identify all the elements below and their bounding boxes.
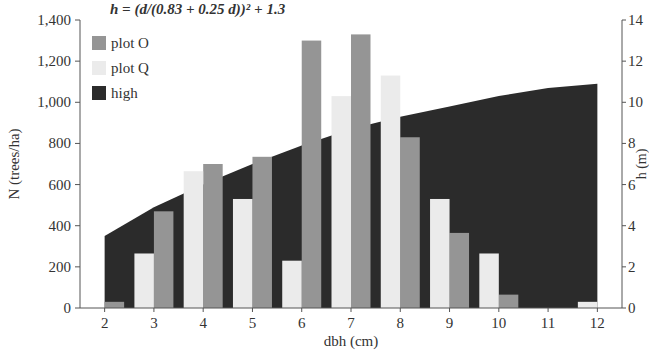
y2-tick <box>622 61 626 62</box>
x-tick <box>597 308 598 312</box>
y2-tick-label: 0 <box>628 300 636 316</box>
y-tick <box>75 61 80 62</box>
x-tick <box>104 308 105 312</box>
y2-tick <box>622 20 626 21</box>
bar <box>134 253 154 308</box>
y-tick <box>75 143 80 144</box>
bar <box>302 41 322 308</box>
bar <box>332 96 352 308</box>
y2-tick <box>622 266 626 267</box>
y-tick-label: 400 <box>49 218 72 234</box>
x-tick <box>400 308 401 312</box>
y-tick <box>75 184 80 185</box>
x-tick <box>153 308 154 312</box>
x-tick-label: 11 <box>541 315 555 331</box>
y-tick-label: 1,000 <box>37 94 71 110</box>
y-tick <box>75 20 80 21</box>
y-tick-label: 600 <box>49 177 72 193</box>
bar <box>499 295 519 308</box>
legend-label: plot Q <box>111 60 149 76</box>
x-tick-label: 3 <box>150 315 158 331</box>
bar <box>479 253 499 308</box>
y-tick <box>75 102 80 103</box>
x-tick-label: 10 <box>491 315 506 331</box>
chart: 0 200 400 600 800 1,000 1,200 1,400 0 2 4 6 8 10 12 14 2… <box>0 0 649 352</box>
y2-tick-label: 12 <box>628 53 643 69</box>
x-tick <box>548 308 549 312</box>
bar <box>154 211 174 308</box>
x-tick-label: 2 <box>101 315 109 331</box>
y2-tick-label: 10 <box>628 94 643 110</box>
bar <box>578 302 598 308</box>
bar <box>351 34 371 308</box>
bar <box>400 137 420 308</box>
area-high <box>105 84 598 308</box>
legend-swatch <box>92 86 106 100</box>
y-axis-line <box>80 20 81 308</box>
bar <box>252 157 271 308</box>
y-tick <box>75 308 80 309</box>
x-tick <box>351 308 352 312</box>
x-tick-label: 12 <box>590 315 605 331</box>
legend-label: plot O <box>111 35 149 51</box>
bar <box>430 199 450 308</box>
bar <box>233 199 253 308</box>
y-tick-label: 1,200 <box>37 53 71 69</box>
y2-axis-line <box>622 20 623 308</box>
bar <box>282 261 302 308</box>
title: h = (d/(0.83 + 0.25 d))² + 1.3 <box>110 1 286 18</box>
legend-swatch <box>92 61 106 75</box>
y2-tick-label: 2 <box>628 259 636 275</box>
legend-swatch <box>92 36 106 50</box>
x-tick <box>498 308 499 312</box>
bar <box>184 171 204 308</box>
bar <box>450 233 470 308</box>
x-tick <box>203 308 204 312</box>
x-tick <box>301 308 302 312</box>
y-tick-label: 1,400 <box>37 12 71 28</box>
y-tick-label: 200 <box>49 259 72 275</box>
legend-label: high <box>111 85 138 101</box>
y-tick <box>75 266 80 267</box>
bar <box>381 76 401 308</box>
x-tick-label: 6 <box>298 315 306 331</box>
y-tick-label: 0 <box>64 300 72 316</box>
x-axis-title: dbh (cm) <box>324 333 379 350</box>
y-axis-title: N (trees/ha) <box>6 128 23 199</box>
y-tick-label: 800 <box>49 135 72 151</box>
y-tick <box>75 225 80 226</box>
y2-tick <box>622 102 626 103</box>
x-tick-label: 8 <box>397 315 405 331</box>
y2-tick <box>622 308 626 309</box>
y2-tick <box>622 225 626 226</box>
x-tick <box>449 308 450 312</box>
plot-area <box>105 34 598 308</box>
y2-tick-label: 4 <box>628 218 636 234</box>
x-tick-label: 5 <box>249 315 257 331</box>
y2-tick-label: 14 <box>628 12 644 28</box>
bar <box>203 164 223 308</box>
x-tick-label: 7 <box>347 315 355 331</box>
y2-tick <box>622 143 626 144</box>
y2-tick <box>622 184 626 185</box>
x-tick-label: 9 <box>446 315 454 331</box>
bar <box>105 302 125 308</box>
x-tick <box>252 308 253 312</box>
x-tick-label: 4 <box>199 315 207 331</box>
y2-axis-title: h (m) <box>634 148 649 179</box>
